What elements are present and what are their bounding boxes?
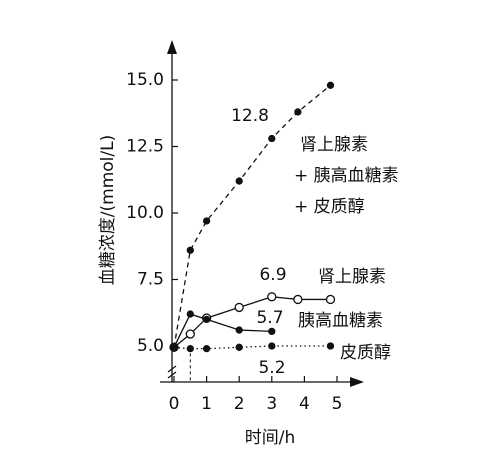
data-point (202, 315, 211, 324)
annotation: 5.2 (258, 358, 285, 378)
annotation: 5.7 (256, 308, 283, 328)
x-tick-label: 0 (169, 394, 180, 414)
y-tick-label: 15.0 (126, 70, 164, 90)
data-point (202, 345, 211, 353)
data-point (170, 343, 178, 351)
x-tick-label: 2 (234, 394, 245, 414)
series-label: 肾上腺素+ 胰高血糖素+ 皮质醇 (294, 135, 399, 217)
data-point (202, 217, 211, 225)
series-label: 胰高血糖素 (298, 311, 383, 331)
y-tick-label: 12.5 (126, 137, 164, 157)
x-tick-label: 3 (266, 394, 277, 414)
data-point (234, 302, 244, 313)
series-label: 肾上腺素 (318, 267, 386, 287)
axis-break (167, 365, 177, 379)
x-axis-label: 时间/h (245, 428, 296, 448)
x-tick-label: 4 (299, 394, 310, 414)
data-point (235, 326, 243, 334)
data-point (267, 292, 277, 302)
data-point (293, 294, 303, 305)
data-point (235, 343, 243, 351)
y-tick-label: 7.5 (137, 270, 164, 290)
data-point (186, 310, 194, 318)
y-arrow (167, 40, 177, 54)
data-point (326, 342, 335, 350)
x-tick-label: 1 (201, 394, 212, 414)
y-tick-label: 5.0 (137, 336, 164, 356)
x-tick-label: 5 (332, 394, 343, 414)
y-tick-label: 10.0 (126, 203, 164, 223)
data-point (186, 345, 194, 353)
data-point (268, 327, 276, 336)
data-point (325, 294, 336, 305)
data-point (268, 342, 276, 350)
series-label: 皮质醇 (340, 343, 391, 363)
data-point (268, 134, 276, 143)
data-point (186, 246, 194, 254)
series-line (173, 345, 331, 350)
y-axis-label: 血糖浓度/(mmol/L) (98, 135, 118, 285)
data-point (185, 329, 195, 339)
data-point (326, 81, 335, 89)
annotation: 12.8 (231, 106, 269, 126)
annotation: 6.9 (259, 265, 286, 285)
data-point (235, 177, 243, 185)
data-point (294, 108, 302, 116)
x-arrow (350, 377, 364, 387)
